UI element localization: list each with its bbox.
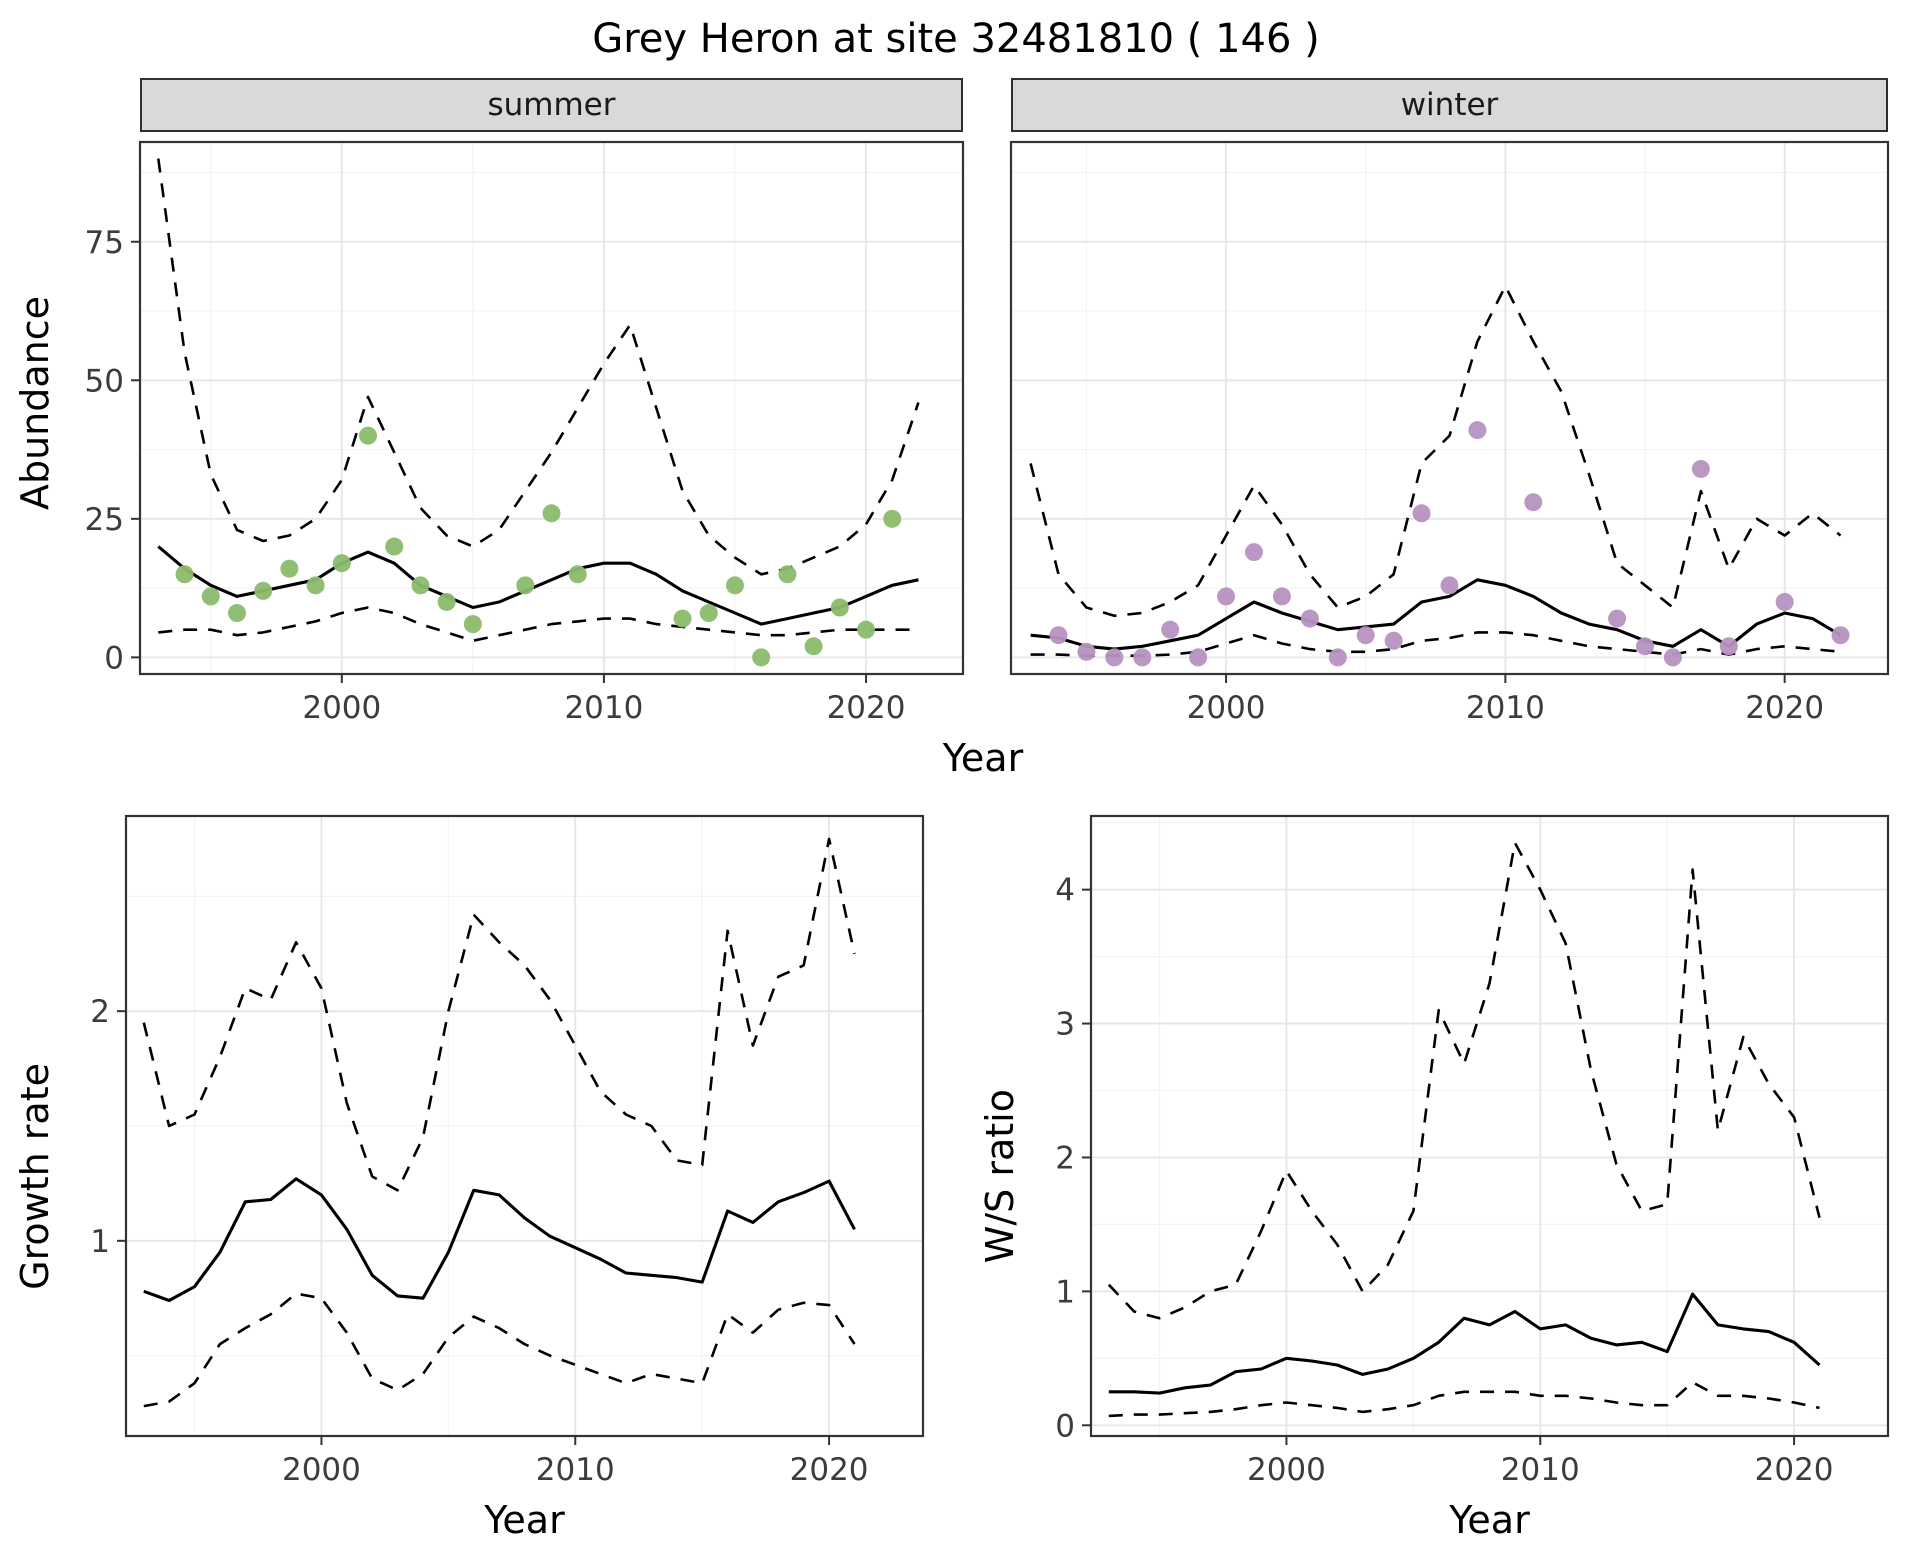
svg-text:3: 3	[1055, 1007, 1075, 1043]
winter-abundance-plot-area: 2000 2010 2020	[997, 132, 1904, 728]
svg-text:2010: 2010	[564, 690, 643, 726]
ws-ratio-y-axis-title: W/S ratio	[978, 1088, 1022, 1264]
abundance-y-axis-title: Abundance	[13, 295, 57, 511]
svg-text:2010: 2010	[1466, 690, 1545, 726]
svg-text:4: 4	[1055, 873, 1075, 909]
abundance-facet-row: Abundance summer 2000 2010 2020 0 25 50 75 win…	[8, 78, 1904, 728]
abundance-x-axis-title: Year	[942, 736, 1024, 780]
svg-text:2000: 2000	[1187, 690, 1266, 726]
svg-text:2000: 2000	[1247, 1452, 1326, 1488]
ws-ratio-plot-area: 2000 2010 2020 0 1 2 3 4	[1027, 802, 1904, 1494]
figure-title: Grey Heron at site 32481810 ( 146 )	[592, 16, 1320, 62]
abundance-axis-title-column: Abundance	[8, 78, 62, 728]
svg-text:2: 2	[1055, 1140, 1075, 1176]
svg-text:75: 75	[85, 225, 124, 261]
svg-text:2010: 2010	[536, 1452, 615, 1488]
derived-metrics-row: Growth rate 2000 2010 2020 1 2 Year W/S rati…	[8, 802, 1904, 1550]
facet-container: summer 2000 2010 2020 0 25 50 75 winter 2000 20…	[62, 78, 1904, 728]
facet-strip-summer-label: summer	[487, 87, 616, 123]
ws-ratio-axis-title-column: W/S ratio	[973, 802, 1027, 1550]
svg-text:0: 0	[104, 640, 124, 676]
svg-text:1: 1	[1055, 1274, 1075, 1310]
summer-abundance-plot-area: 2000 2010 2020 0 25 50 75	[62, 132, 969, 728]
svg-text:1: 1	[90, 1224, 110, 1260]
growth-rate-plot-area: 2000 2010 2020 1 2	[62, 802, 939, 1494]
growth-rate-axis-title-column: Growth rate	[8, 802, 62, 1550]
svg-text:2000: 2000	[282, 1452, 361, 1488]
facet-summer: summer 2000 2010 2020 0 25 50 75	[62, 78, 969, 728]
facet-strip-winter: winter	[1011, 78, 1888, 132]
facet-winter: winter 2000 2010 2020	[997, 78, 1904, 728]
ws-ratio-plot-wrap: 2000 2010 2020 0 1 2 3 4 Year	[1027, 802, 1904, 1550]
growth-rate-figure: Growth rate 2000 2010 2020 1 2 Year	[8, 802, 939, 1550]
svg-text:2020: 2020	[1755, 1452, 1834, 1488]
ws-ratio-x-axis-title: Year	[1449, 1498, 1530, 1542]
growth-rate-y-axis-title: Growth rate	[13, 1062, 57, 1290]
svg-text:2020: 2020	[1745, 690, 1824, 726]
svg-text:25: 25	[85, 502, 124, 538]
svg-text:2020: 2020	[827, 690, 906, 726]
facet-strip-winter-label: winter	[1400, 87, 1499, 123]
svg-text:2: 2	[90, 994, 110, 1030]
svg-text:0: 0	[1055, 1408, 1075, 1444]
growth-rate-plot-wrap: 2000 2010 2020 1 2 Year	[62, 802, 939, 1550]
svg-text:2010: 2010	[1501, 1452, 1580, 1488]
svg-text:2020: 2020	[790, 1452, 869, 1488]
facet-strip-summer: summer	[140, 78, 963, 132]
growth-rate-x-axis-title: Year	[484, 1498, 565, 1542]
ws-ratio-figure: W/S ratio 2000 2010 2020 0 1 2 3 4 Year	[973, 802, 1904, 1550]
svg-text:2000: 2000	[302, 690, 381, 726]
svg-text:50: 50	[85, 363, 124, 399]
